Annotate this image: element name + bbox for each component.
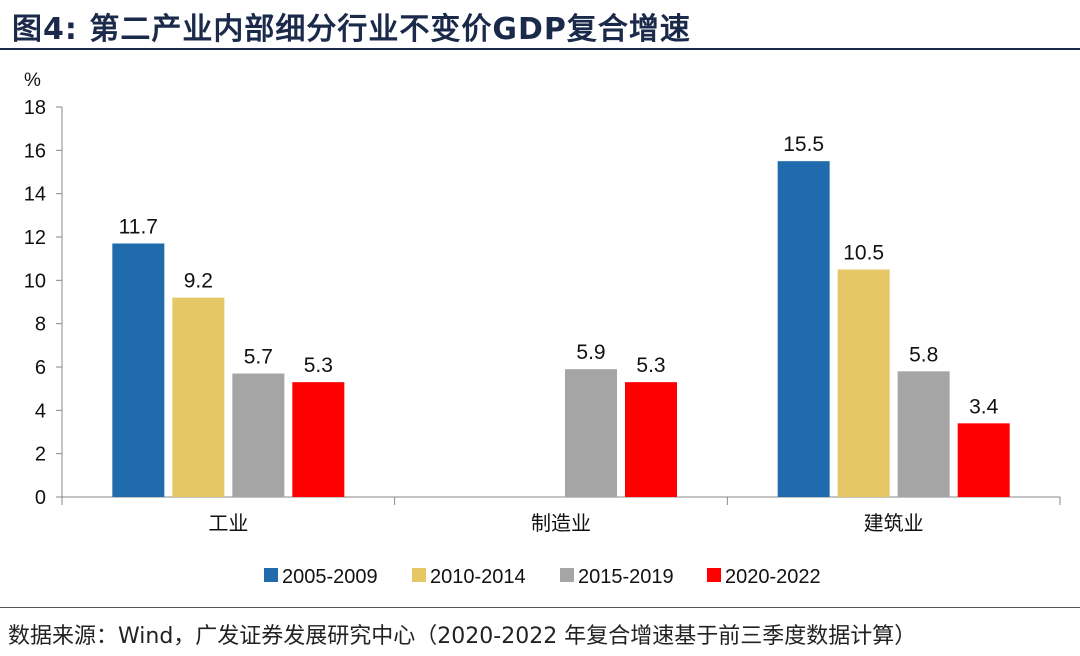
y-tick-label: 2 bbox=[35, 444, 46, 466]
bar bbox=[625, 382, 677, 497]
data-label: 5.3 bbox=[304, 354, 333, 377]
legend-swatch bbox=[560, 568, 574, 582]
bar bbox=[292, 382, 345, 497]
data-label: 5.8 bbox=[909, 343, 938, 366]
legend-label: 2015-2019 bbox=[578, 566, 674, 588]
y-tick-label: 14 bbox=[24, 184, 46, 206]
bar bbox=[897, 371, 950, 497]
x-category-label: 制造业 bbox=[531, 511, 591, 535]
data-label: 3.4 bbox=[969, 395, 999, 418]
bar bbox=[112, 243, 165, 497]
title-divider bbox=[0, 48, 1080, 50]
x-category-label: 建筑业 bbox=[864, 511, 924, 535]
bar bbox=[957, 423, 1010, 497]
legend-swatch bbox=[412, 568, 426, 582]
bar bbox=[777, 161, 830, 497]
legend-label: 2010-2014 bbox=[430, 566, 526, 588]
source-divider bbox=[0, 607, 1080, 608]
data-label: 9.2 bbox=[184, 270, 213, 293]
x-category-label: 工业 bbox=[208, 511, 248, 535]
y-axis-label: % bbox=[24, 70, 41, 91]
y-tick-label: 4 bbox=[35, 400, 46, 422]
legend-swatch bbox=[707, 568, 721, 582]
chart-title: 图4: 第二产业内部细分行业不变价GDP复合增速 bbox=[12, 12, 691, 47]
data-label: 5.9 bbox=[576, 341, 605, 364]
data-label: 10.5 bbox=[843, 242, 884, 265]
y-tick-label: 12 bbox=[24, 227, 46, 249]
source-note: 数据来源：Wind，广发证券发展研究中心（2020-2022 年复合增速基于前三… bbox=[8, 624, 917, 649]
data-label: 15.5 bbox=[783, 133, 824, 156]
bar-chart: % 0 2 4 6 8 10 12 14 16 18 工业 11.7 9.2 5.7 5.3 制造业 5.9 5.3… bbox=[24, 70, 1061, 588]
data-label: 5.7 bbox=[244, 346, 273, 369]
data-label: 5.3 bbox=[636, 354, 665, 377]
bar bbox=[565, 369, 617, 497]
y-tick-label: 8 bbox=[35, 314, 46, 336]
bar bbox=[232, 373, 285, 497]
legend-swatch bbox=[264, 568, 278, 582]
y-tick-label: 16 bbox=[24, 140, 46, 162]
y-tick-label: 6 bbox=[35, 357, 46, 379]
y-tick-label: 0 bbox=[35, 487, 46, 509]
y-tick-label: 10 bbox=[24, 270, 46, 292]
legend-label: 2005-2009 bbox=[282, 566, 378, 588]
bar bbox=[837, 269, 890, 497]
legend-label: 2020-2022 bbox=[725, 566, 821, 588]
data-label: 11.7 bbox=[119, 216, 158, 239]
y-tick-label: 18 bbox=[24, 97, 46, 119]
bar bbox=[172, 297, 225, 497]
